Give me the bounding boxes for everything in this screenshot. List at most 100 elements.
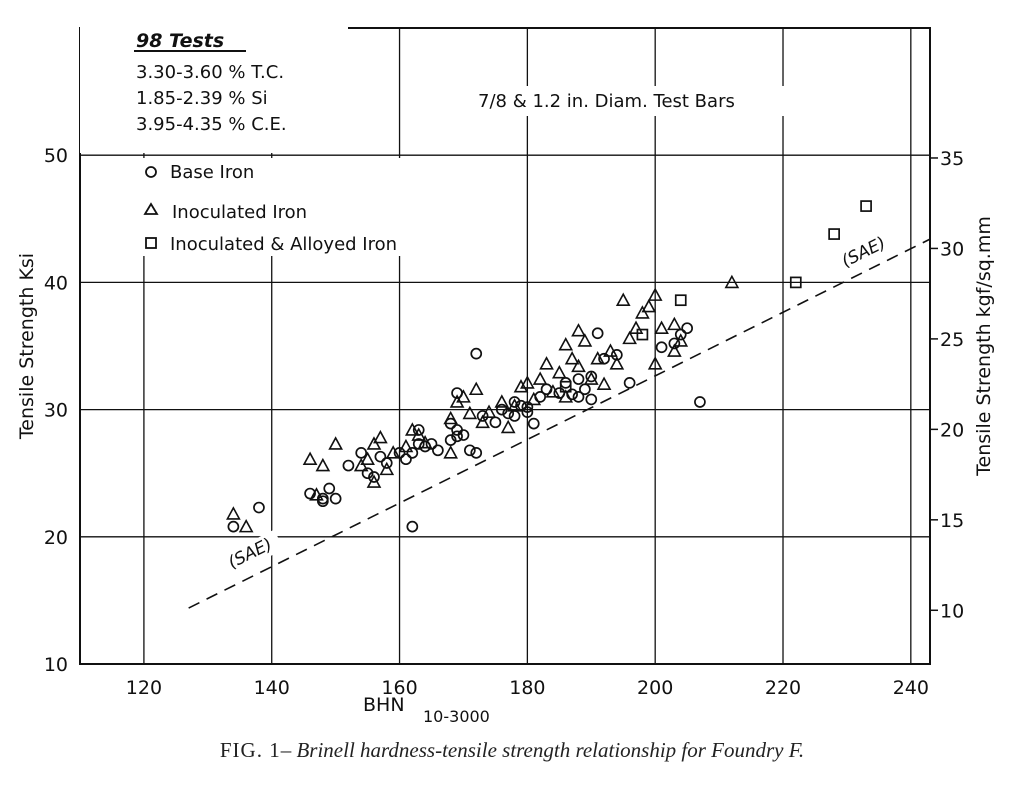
x-tick-label: 140 [254, 677, 290, 699]
point-inoculated-iron [398, 438, 414, 453]
legend-alloyed-iron: Inoculated & Alloyed Iron [170, 234, 397, 255]
point-inoculated-iron [385, 445, 401, 459]
point-base-iron [495, 403, 508, 416]
point-base-iron [521, 406, 534, 418]
point-base-iron [585, 393, 598, 406]
point-inoculated-iron [609, 356, 625, 370]
point-base-iron [304, 487, 316, 500]
point-base-iron [463, 444, 476, 457]
point-base-iron [425, 438, 438, 450]
sae-label-upper: (SAE) [839, 233, 889, 272]
point-inoculated-iron [411, 427, 427, 441]
point-inoculated-iron [526, 391, 542, 406]
point-inoculated-iron [315, 457, 331, 472]
figure-caption-text: – Brinell hardness-tensile strength rela… [280, 738, 805, 762]
point-base-iron [400, 453, 412, 466]
x-axis-label: BHN [363, 694, 405, 716]
point-base-iron [368, 471, 380, 483]
point-base-iron [694, 396, 706, 408]
point-base-iron [591, 327, 604, 340]
chart: 120 140 160 180 200 220 240 10 20 30 40 50 10 15 20 25 3… [16, 23, 995, 726]
point-base-iron [253, 501, 265, 514]
x-tick-label: 240 [893, 677, 929, 699]
point-inoculated-iron [238, 518, 254, 533]
point-inoculated-iron [366, 474, 382, 488]
x-tick-label: 120 [126, 677, 162, 699]
point-inoculated-iron [513, 379, 529, 393]
y-tick-label-right: 15 [940, 510, 964, 532]
point-inoculated-iron [622, 330, 637, 345]
point-base-iron [610, 349, 623, 361]
point-inoculated-iron [724, 274, 740, 289]
point-base-iron [502, 407, 515, 420]
point-inoculated-iron [309, 487, 324, 501]
point-inoculated-iron [583, 371, 599, 385]
point-base-iron [406, 446, 419, 459]
point-base-iron [374, 450, 387, 463]
point-base-iron [489, 416, 502, 429]
point-inoculated-iron [647, 287, 663, 301]
point-base-iron [559, 377, 572, 389]
sae-label-lower-bg [216, 529, 284, 578]
y-axis-label-left: Tensile Strength Ksi [16, 253, 38, 440]
point-inoculated-iron [507, 398, 522, 412]
point-inoculated-iron [456, 389, 471, 403]
point-base-iron [342, 459, 355, 472]
point-alloyed-iron [789, 276, 802, 289]
point-base-iron [470, 347, 483, 360]
point-base-iron [329, 492, 342, 505]
y-tick-label-right: 25 [940, 329, 964, 351]
point-inoculated-iron [590, 351, 606, 365]
sae-label-lower: (SAE) [225, 534, 275, 573]
y-tick-label-right: 30 [940, 238, 964, 260]
point-inoculated-iron [226, 506, 241, 520]
test-bars-label: 7/8 & 1.2 in. Diam. Test Bars [478, 91, 735, 112]
legend: Base Iron Inoculated Iron Inoculated & A… [138, 158, 464, 256]
point-alloyed-iron [860, 200, 872, 212]
point-inoculated-iron [571, 323, 586, 337]
point-base-iron [572, 391, 585, 403]
point-inoculated-iron [500, 419, 516, 434]
point-inoculated-iron [532, 371, 548, 385]
y-tick-label-left: 10 [44, 654, 68, 676]
point-base-iron [668, 337, 681, 350]
point-base-iron [508, 396, 521, 408]
x-axis-label-subscript: 10-3000 [423, 707, 490, 726]
point-base-iron [361, 467, 374, 480]
point-base-iron [521, 401, 534, 413]
point-base-iron [227, 520, 240, 533]
point-inoculated-iron [468, 381, 484, 396]
y-tick-label-left: 30 [44, 400, 68, 422]
point-inoculated-iron [302, 451, 318, 466]
legend-bg [138, 158, 464, 256]
figure-caption: FIG. 1– Brinell hardness-tensile strengt… [0, 738, 1024, 763]
point-inoculated-iron [673, 333, 689, 347]
point-inoculated-iron [539, 356, 554, 370]
point-alloyed-iron [559, 380, 572, 393]
point-inoculated-iron [558, 389, 574, 403]
point-inoculated-iron [373, 429, 388, 444]
x-tick-label: 220 [765, 677, 801, 699]
point-inoculated-iron [353, 457, 369, 472]
x-tick-label: 160 [381, 677, 417, 699]
x-tick-label: 200 [637, 677, 673, 699]
figure-label: FIG. 1 [219, 738, 281, 762]
point-inoculated-iron [577, 333, 593, 347]
point-inoculated-iron [520, 375, 535, 389]
y-tick-label-left: 40 [44, 272, 68, 294]
point-base-iron [572, 373, 585, 385]
sae-dashed-line [188, 238, 931, 609]
point-base-iron [681, 322, 693, 335]
annotation-box-bg [80, 23, 348, 153]
point-inoculated-iron [615, 292, 631, 307]
annotations: 98 Tests 3.30-3.60 % T.C. 1.85-2.39 % Si… [80, 23, 842, 153]
point-inoculated-iron [545, 384, 561, 398]
point-base-iron [457, 429, 470, 441]
sae-label-upper-bg [830, 228, 898, 277]
y-tick-label-right: 10 [940, 600, 964, 622]
sae-line: (SAE) (SAE) [188, 228, 931, 609]
y-axis-label-right: Tensile Strength kgf/sq.mm [973, 216, 995, 477]
point-inoculated-iron [571, 358, 586, 373]
point-base-iron [412, 438, 425, 450]
point-inoculated-iron [551, 365, 567, 379]
